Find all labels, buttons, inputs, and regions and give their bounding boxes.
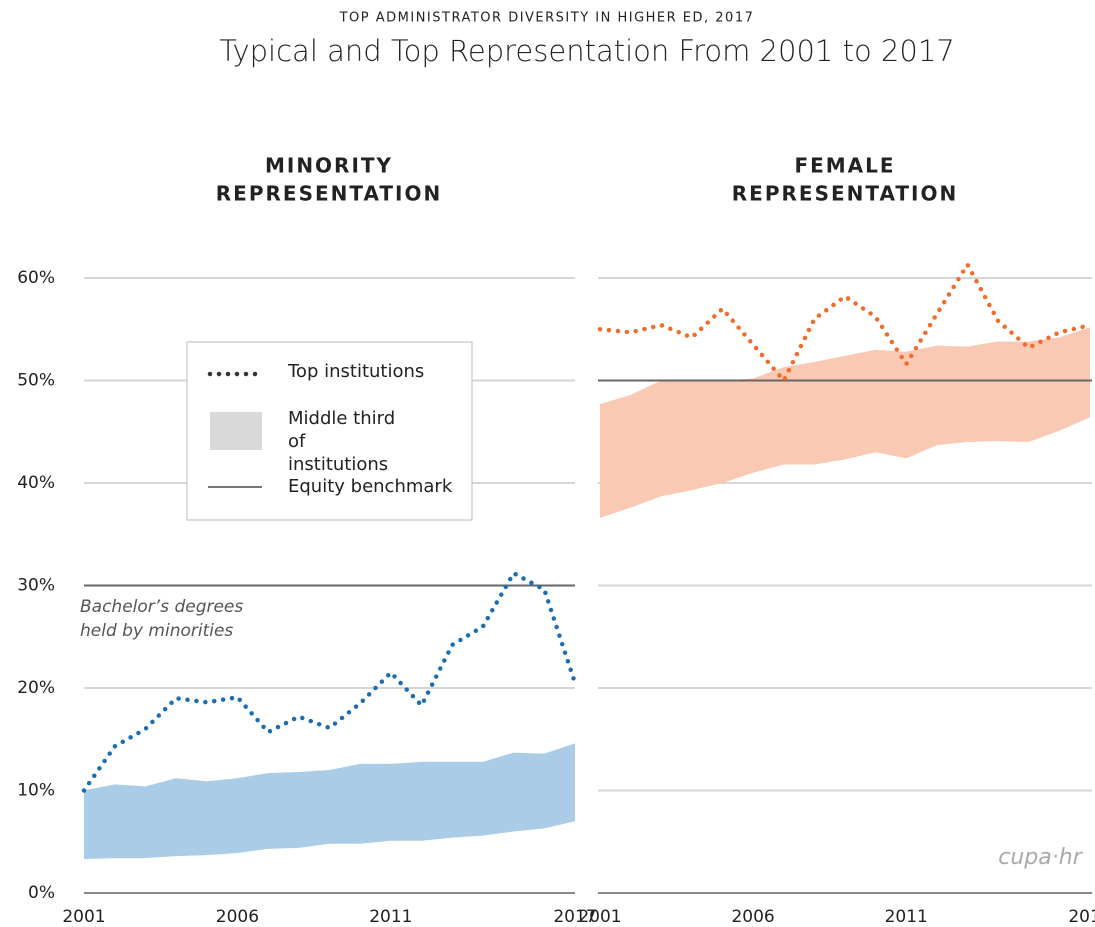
supertitle: TOP ADMINISTRATOR DIVERSITY IN HIGHER ED… bbox=[339, 11, 755, 26]
x-tick-label: 2001 bbox=[578, 907, 621, 927]
panel-title: REPRESENTATION bbox=[732, 182, 958, 206]
panel-title: MINORITY bbox=[265, 154, 393, 178]
legend-band bbox=[210, 412, 262, 450]
chart-title: Typical and Top Representation From 2001… bbox=[219, 34, 954, 68]
legend-label: Middle third of institutions bbox=[288, 408, 395, 475]
y-tick-label: 30% bbox=[17, 576, 55, 596]
annotation: held by minorities bbox=[80, 621, 233, 641]
y-tick-label: 20% bbox=[17, 678, 55, 698]
band-area bbox=[600, 327, 1090, 518]
y-tick-label: 50% bbox=[17, 371, 55, 391]
legend-label: Equity benchmark bbox=[288, 476, 453, 497]
x-tick-label: 2001 bbox=[62, 907, 105, 927]
panel-title: FEMALE bbox=[794, 154, 895, 178]
top-line bbox=[81, 570, 578, 793]
legend-box bbox=[186, 341, 473, 521]
x-tick-label: 2017 bbox=[1068, 907, 1095, 927]
legend-label: Top institutions bbox=[287, 361, 424, 382]
y-tick-label: 40% bbox=[17, 473, 55, 493]
x-tick-label: 2017 bbox=[553, 907, 596, 927]
y-tick-label: 0% bbox=[28, 883, 55, 903]
logo: cupa·hr bbox=[998, 845, 1083, 870]
x-tick-label: 2011 bbox=[369, 907, 412, 927]
x-tick-label: 2011 bbox=[885, 907, 928, 927]
x-tick-label: 2006 bbox=[216, 907, 259, 927]
y-tick-label: 60% bbox=[17, 268, 55, 288]
y-tick-label: 10% bbox=[17, 781, 55, 801]
annotation: Bachelor’s degrees bbox=[80, 597, 243, 617]
x-tick-label: 2006 bbox=[731, 907, 774, 927]
panel-title: REPRESENTATION bbox=[216, 182, 442, 206]
band-area bbox=[84, 743, 575, 860]
